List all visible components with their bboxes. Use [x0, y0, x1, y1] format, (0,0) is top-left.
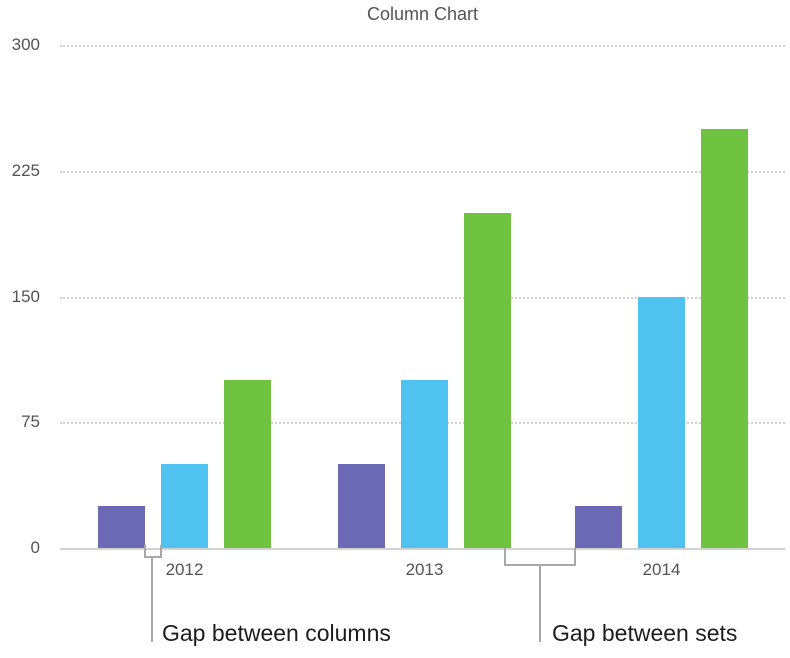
y-tick-label-225: 225: [11, 160, 40, 180]
y-tick-label-300: 300: [11, 35, 40, 54]
bar-2014-green: [701, 128, 748, 548]
gridline-225: [60, 170, 785, 173]
x-axis-label-2012: 2012: [165, 560, 204, 579]
y-axis-labels: 0 75 150 225 300: [0, 0, 40, 658]
gap-between-sets-label: Gap between sets: [552, 620, 738, 646]
plot-area: [60, 45, 785, 550]
y-tick-label-150: 150: [11, 286, 40, 306]
gap-between-columns-label: Gap between columns: [162, 620, 391, 646]
bar-2013-green: [464, 212, 511, 548]
gridline-150: [60, 296, 785, 299]
y-tick-label-75: 75: [21, 412, 40, 432]
chart-title: Column Chart: [366, 4, 479, 24]
bar-2014-purple: [575, 506, 622, 548]
gridline-300: [60, 45, 785, 47]
bar-2012-purple: [98, 506, 145, 548]
bar-2014-blue: [638, 296, 685, 548]
bar-2013-blue: [401, 380, 448, 548]
x-axis-label-2013: 2013: [405, 560, 444, 579]
x-axis-baseline: [60, 548, 785, 550]
x-axis-label-2014: 2014: [642, 560, 681, 579]
bar-2012-green: [224, 380, 271, 548]
y-tick-label-0: 0: [30, 538, 40, 557]
bar-2013-purple: [338, 464, 385, 548]
x-axis-labels: 2012 2013 2014: [0, 559, 790, 583]
bar-2012-blue: [161, 464, 208, 548]
